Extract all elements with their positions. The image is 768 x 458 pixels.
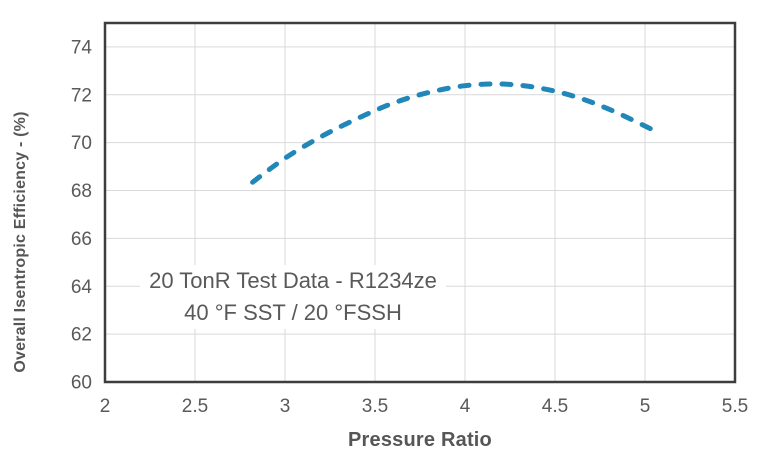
annotation-line-2: 40 °F SST / 20 °FSSH	[184, 300, 402, 325]
y-tick-label: 68	[71, 181, 92, 202]
plot-border	[103, 21, 737, 384]
x-tick-label: 3	[280, 396, 291, 417]
annotation-line-1: 20 TonR Test Data - R1234ze	[149, 268, 437, 293]
y-tick-label: 64	[71, 277, 93, 298]
y-tick-label: 70	[71, 133, 92, 154]
x-tick-label: 2.5	[182, 396, 208, 417]
x-tick-label: 4	[460, 396, 471, 417]
x-tick-label: 5.5	[722, 396, 748, 417]
y-tick-label: 74	[71, 37, 93, 58]
x-tick-label: 3.5	[362, 396, 388, 417]
chart-annotation: 20 TonR Test Data - R1234ze 40 °F SST / …	[140, 265, 446, 329]
x-tick-label: 4.5	[542, 396, 568, 417]
y-tick-label: 62	[71, 325, 92, 346]
x-tick-label: 5	[640, 396, 651, 417]
y-tick-label: 60	[71, 373, 92, 394]
x-tick-label: 2	[100, 396, 111, 417]
y-tick-label: 66	[71, 229, 92, 250]
efficiency-curve	[250, 81, 655, 185]
y-tick-label: 72	[71, 85, 92, 106]
x-axis-title: Pressure Ratio	[348, 429, 492, 451]
y-axis-title: Overall Isentropic Efficiency - (%)	[12, 111, 29, 373]
